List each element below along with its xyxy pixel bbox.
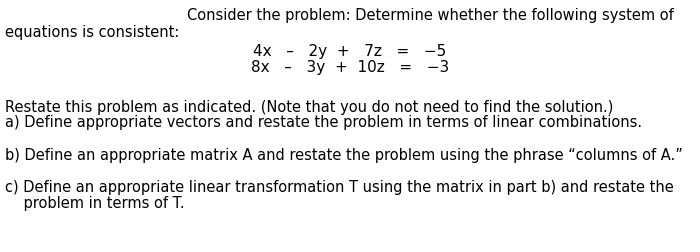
Text: problem in terms of T.: problem in terms of T. bbox=[5, 195, 185, 210]
Text: Restate this problem as indicated. (Note that you do not need to find the soluti: Restate this problem as indicated. (Note… bbox=[5, 100, 613, 115]
Text: 4x   –   2y  +   7z   =   −5: 4x – 2y + 7z = −5 bbox=[253, 44, 447, 59]
Text: equations is consistent:: equations is consistent: bbox=[5, 25, 179, 40]
Text: 8x   –   3y  +  10z   =   −3: 8x – 3y + 10z = −3 bbox=[251, 60, 449, 75]
Text: Consider the problem: Determine whether the following system of: Consider the problem: Determine whether … bbox=[187, 8, 673, 23]
Text: c) Define an appropriate linear transformation T using the matrix in part b) and: c) Define an appropriate linear transfor… bbox=[5, 179, 673, 194]
Text: b) Define an appropriate matrix A and restate the problem using the phrase “colu: b) Define an appropriate matrix A and re… bbox=[5, 147, 683, 162]
Text: a) Define appropriate vectors and restate the problem in terms of linear combina: a) Define appropriate vectors and restat… bbox=[5, 115, 642, 130]
